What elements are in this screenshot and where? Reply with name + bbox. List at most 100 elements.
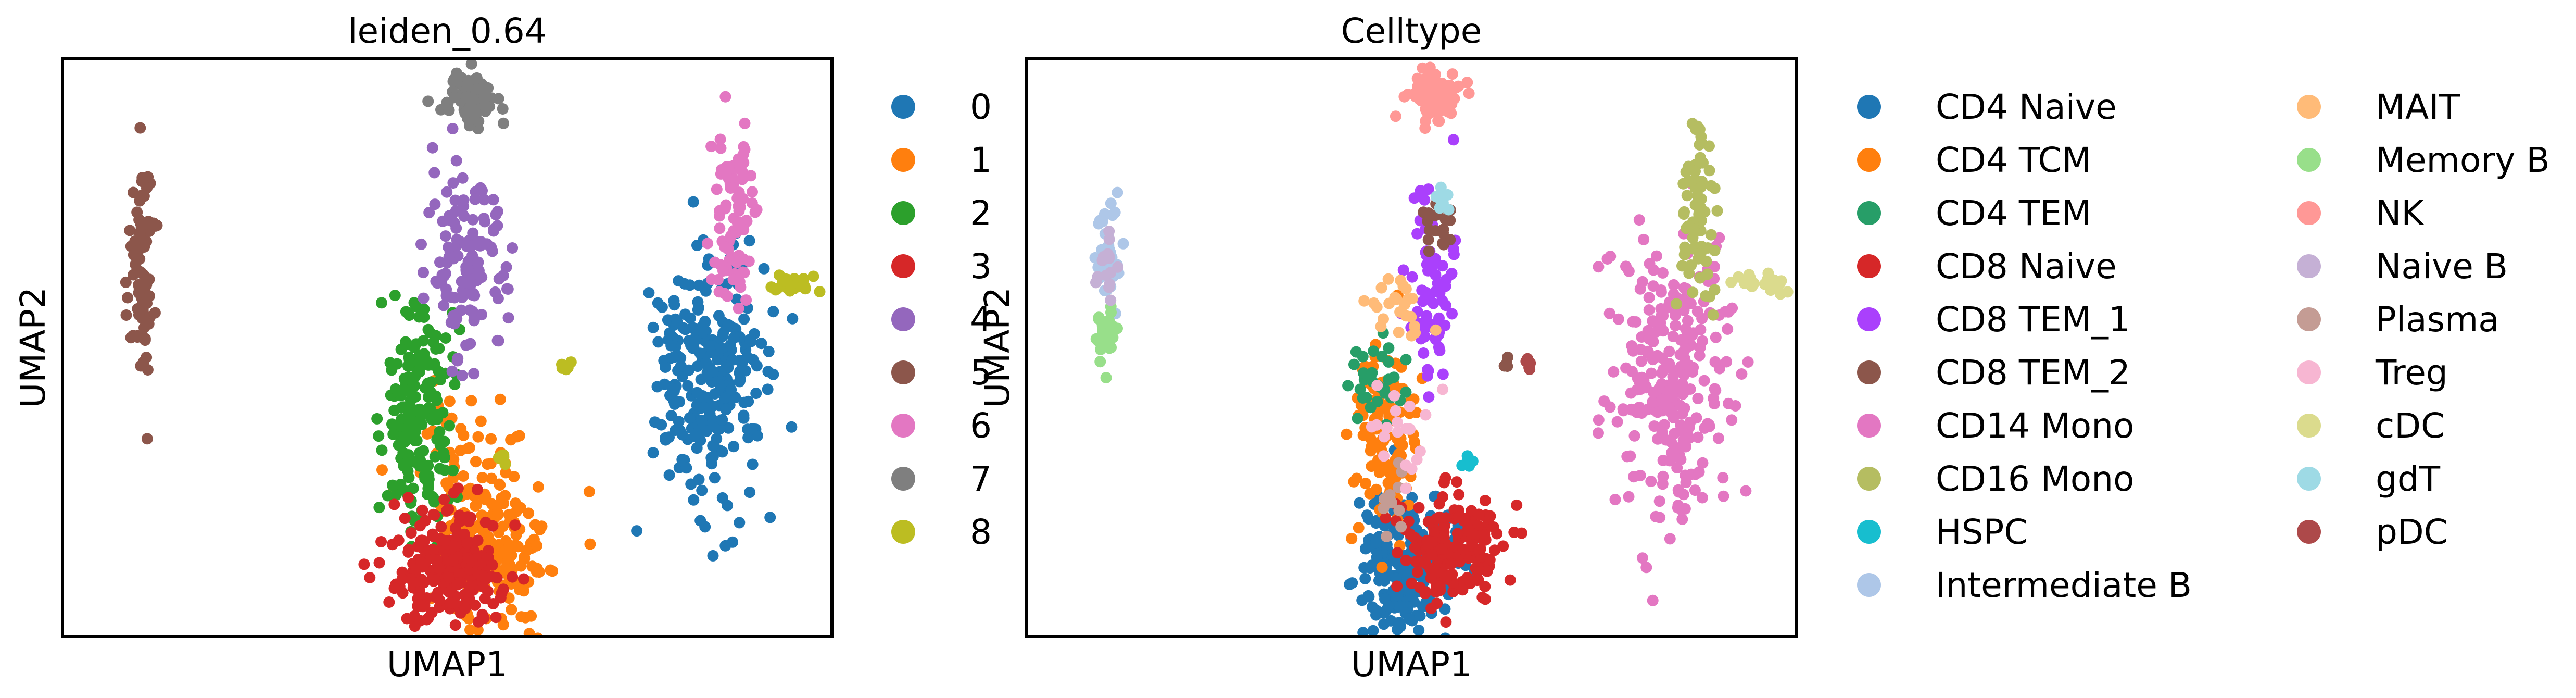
data-point	[707, 550, 719, 562]
data-point	[439, 268, 451, 280]
data-point	[1105, 267, 1117, 279]
data-point	[673, 416, 685, 428]
legend-label-cd4-tcm: CD4 TCM	[1936, 140, 2091, 180]
data-point	[446, 365, 458, 377]
x-axis-label: UMAP1	[387, 644, 508, 684]
data-point	[479, 593, 491, 605]
data-point	[1365, 402, 1377, 414]
series-3	[358, 482, 529, 637]
series-naive-b	[1090, 226, 1124, 306]
data-point	[448, 487, 460, 499]
data-point	[1768, 274, 1780, 286]
data-point	[1416, 284, 1428, 296]
data-point	[464, 624, 476, 636]
data-point	[426, 142, 438, 154]
series-4	[415, 123, 519, 381]
data-point	[1392, 547, 1404, 559]
data-point	[438, 447, 450, 459]
data-point	[472, 534, 484, 546]
data-point	[1657, 454, 1669, 466]
legend-label-2: 2	[970, 193, 992, 233]
data-point	[1696, 492, 1708, 504]
data-point	[1403, 613, 1415, 625]
data-point	[726, 354, 738, 366]
data-point	[1434, 345, 1446, 356]
data-point	[1380, 512, 1392, 524]
data-point	[1611, 416, 1623, 428]
data-point	[1414, 610, 1426, 622]
data-point	[462, 74, 474, 86]
data-point	[1705, 180, 1717, 192]
data-point	[712, 274, 724, 285]
data-point	[1648, 264, 1659, 276]
data-point	[416, 601, 428, 613]
data-point	[1448, 93, 1460, 105]
data-point	[1090, 277, 1102, 289]
data-point	[583, 485, 595, 497]
data-point	[742, 432, 754, 444]
data-point	[448, 318, 460, 330]
data-point	[459, 603, 471, 615]
legend-marker-naive-b	[2297, 254, 2321, 278]
data-point	[1726, 414, 1738, 426]
data-point	[452, 250, 464, 262]
data-point	[1451, 476, 1463, 488]
data-point	[457, 172, 469, 184]
data-point	[128, 186, 139, 198]
data-point	[128, 269, 140, 281]
data-point	[1361, 509, 1373, 521]
data-point	[1429, 527, 1440, 539]
data-point	[684, 412, 696, 424]
data-point	[1448, 248, 1460, 260]
data-point	[1400, 386, 1412, 398]
data-point	[439, 535, 451, 547]
data-point	[458, 528, 470, 540]
data-point	[1722, 323, 1734, 335]
data-point	[531, 540, 542, 552]
data-point	[1631, 406, 1643, 418]
data-point	[1669, 309, 1681, 321]
data-point	[443, 586, 455, 598]
data-point	[1702, 242, 1714, 254]
data-point	[692, 302, 704, 314]
data-point	[423, 473, 435, 485]
data-point	[1400, 354, 1412, 366]
data-point	[1695, 181, 1707, 193]
data-point	[1669, 379, 1681, 391]
legend-marker-cd14-mono	[1857, 414, 1881, 438]
data-point	[722, 319, 734, 331]
data-point	[1346, 532, 1358, 544]
data-point	[1623, 491, 1635, 503]
data-point	[445, 291, 457, 303]
data-point	[1609, 494, 1621, 506]
data-point	[1411, 566, 1423, 578]
data-point	[1718, 490, 1729, 502]
data-point	[465, 395, 477, 407]
data-point	[404, 400, 416, 412]
data-point	[141, 279, 153, 291]
data-point	[1709, 356, 1721, 368]
data-point	[1342, 380, 1354, 392]
data-point	[1479, 495, 1491, 506]
data-point	[429, 574, 441, 586]
data-point	[416, 504, 428, 516]
data-point	[133, 279, 145, 291]
data-point	[138, 269, 150, 281]
data-point	[1697, 457, 1709, 469]
data-point	[1680, 323, 1691, 335]
legend-marker-8	[891, 520, 915, 544]
data-point	[1679, 241, 1691, 253]
data-point	[462, 443, 474, 454]
data-point	[1409, 327, 1421, 339]
data-point	[1473, 508, 1485, 520]
data-point	[727, 273, 739, 285]
data-point	[399, 436, 411, 448]
data-point	[755, 338, 767, 350]
data-point	[1702, 418, 1714, 430]
data-point	[734, 365, 746, 377]
data-point	[468, 368, 480, 380]
data-point	[1693, 248, 1705, 260]
data-point	[1710, 331, 1722, 343]
data-point	[532, 481, 544, 493]
data-point	[491, 220, 503, 232]
